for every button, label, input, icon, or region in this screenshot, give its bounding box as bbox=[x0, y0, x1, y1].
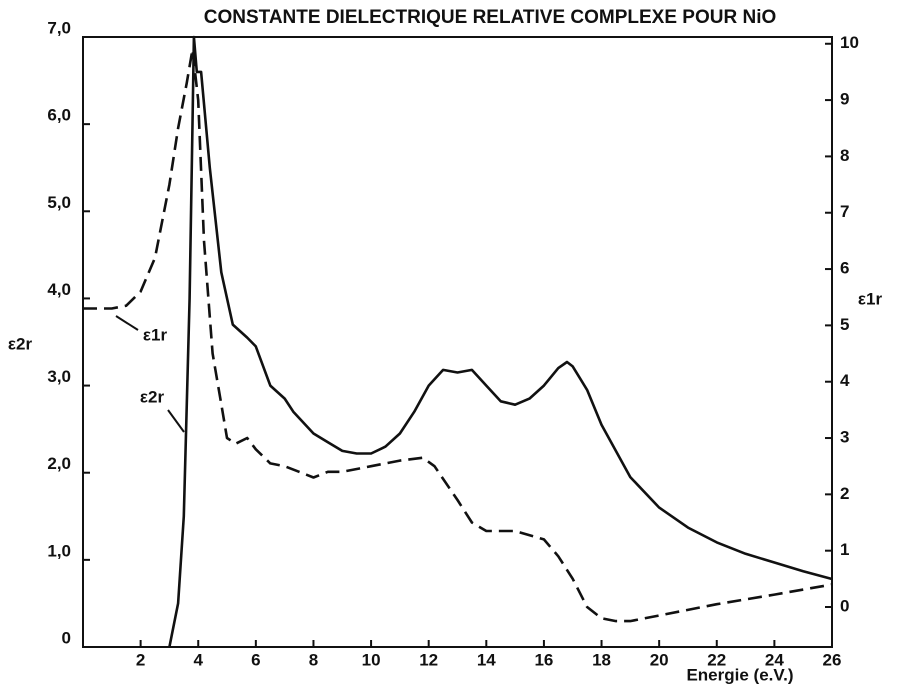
chart-title: CONSTANTE DIELECTRIQUE RELATIVE COMPLEXE… bbox=[204, 7, 777, 28]
y-tick-label: 4,0 bbox=[47, 280, 71, 299]
series-line bbox=[168, 35, 833, 648]
y-axis-label: ε2r bbox=[8, 334, 33, 353]
y2-tick-label: 1 bbox=[840, 540, 849, 559]
plot-frame bbox=[82, 36, 833, 648]
series-line bbox=[83, 48, 833, 623]
x-tick-label: 6 bbox=[251, 650, 260, 669]
y2-tick-label: 9 bbox=[840, 90, 849, 109]
y-tick-label: 1,0 bbox=[47, 541, 71, 560]
x-tick-label: 24 bbox=[765, 650, 784, 669]
y-tick-label: 0 bbox=[62, 628, 71, 647]
callout-arrow bbox=[115, 315, 139, 331]
x-tick-label: 14 bbox=[477, 650, 496, 669]
y2-tick-label: 10 bbox=[840, 33, 859, 52]
y2-tick-label: 3 bbox=[840, 428, 849, 447]
y-tick-label: 3,0 bbox=[47, 367, 71, 386]
x-tick-label: 2 bbox=[136, 650, 145, 669]
series-callout: ε2r bbox=[140, 387, 165, 406]
y2-tick-label: 5 bbox=[840, 315, 849, 334]
y2-axis-label: ε1r bbox=[858, 289, 883, 308]
x-tick-label: 12 bbox=[419, 650, 438, 669]
x-tick-label: 4 bbox=[193, 650, 203, 669]
y-tick-label: 5,0 bbox=[47, 193, 71, 212]
y-tick-label: 6,0 bbox=[47, 106, 71, 125]
x-tick-label: 18 bbox=[592, 650, 611, 669]
callout-arrow bbox=[167, 409, 185, 433]
y2-tick-label: 2 bbox=[840, 484, 849, 503]
x-tick-label: 20 bbox=[650, 650, 669, 669]
x-axis-label: Energie (e.V.) bbox=[686, 665, 793, 684]
y-tick-label: 7,0 bbox=[47, 18, 71, 37]
x-tick-label: 10 bbox=[362, 650, 381, 669]
y2-tick-label: 0 bbox=[840, 596, 849, 615]
x-tick-label: 22 bbox=[707, 650, 726, 669]
series-callout: ε1r bbox=[143, 325, 168, 344]
y2-tick-label: 6 bbox=[840, 259, 849, 278]
y2-tick-label: 7 bbox=[840, 202, 849, 221]
x-tick-label: 26 bbox=[823, 650, 842, 669]
y2-tick-label: 8 bbox=[840, 146, 849, 165]
x-tick-label: 16 bbox=[534, 650, 553, 669]
y-tick-label: 2,0 bbox=[47, 454, 71, 473]
y2-tick-label: 4 bbox=[840, 371, 850, 390]
x-tick-label: 8 bbox=[309, 650, 318, 669]
